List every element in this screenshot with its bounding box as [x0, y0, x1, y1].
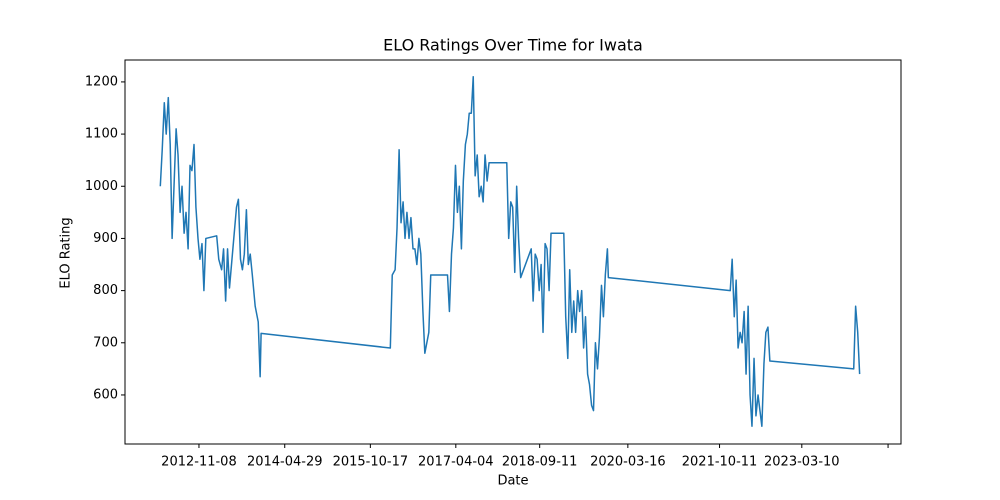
- y-tick-label: 1200: [85, 74, 118, 89]
- x-axis-label: Date: [497, 474, 528, 489]
- y-tick-label: 1000: [85, 179, 118, 194]
- y-tick-label: 700: [93, 335, 118, 350]
- x-tick-label: 2015-10-17: [333, 455, 409, 470]
- y-axis-label: ELO Rating: [59, 217, 74, 288]
- x-tick-label: 2020-03-16: [590, 455, 666, 470]
- x-tick-label: 2023-03-10: [764, 455, 840, 470]
- y-tick-label: 800: [93, 283, 118, 298]
- x-tick-label: 2018-09-11: [502, 455, 578, 470]
- plot-frame: [124, 59, 902, 445]
- y-tick-label: 900: [93, 231, 118, 246]
- x-tick-label: 2017-04-04: [418, 455, 494, 470]
- data-line: [159, 75, 861, 428]
- x-tick-label: 2014-04-29: [247, 455, 323, 470]
- chart-title: ELO Ratings Over Time for Iwata: [383, 36, 643, 55]
- x-tick-label: 2012-11-08: [161, 455, 237, 470]
- x-tick-label: 2021-10-11: [682, 455, 758, 470]
- y-tick-label: 1100: [85, 127, 118, 142]
- y-tick-label: 600: [93, 387, 118, 402]
